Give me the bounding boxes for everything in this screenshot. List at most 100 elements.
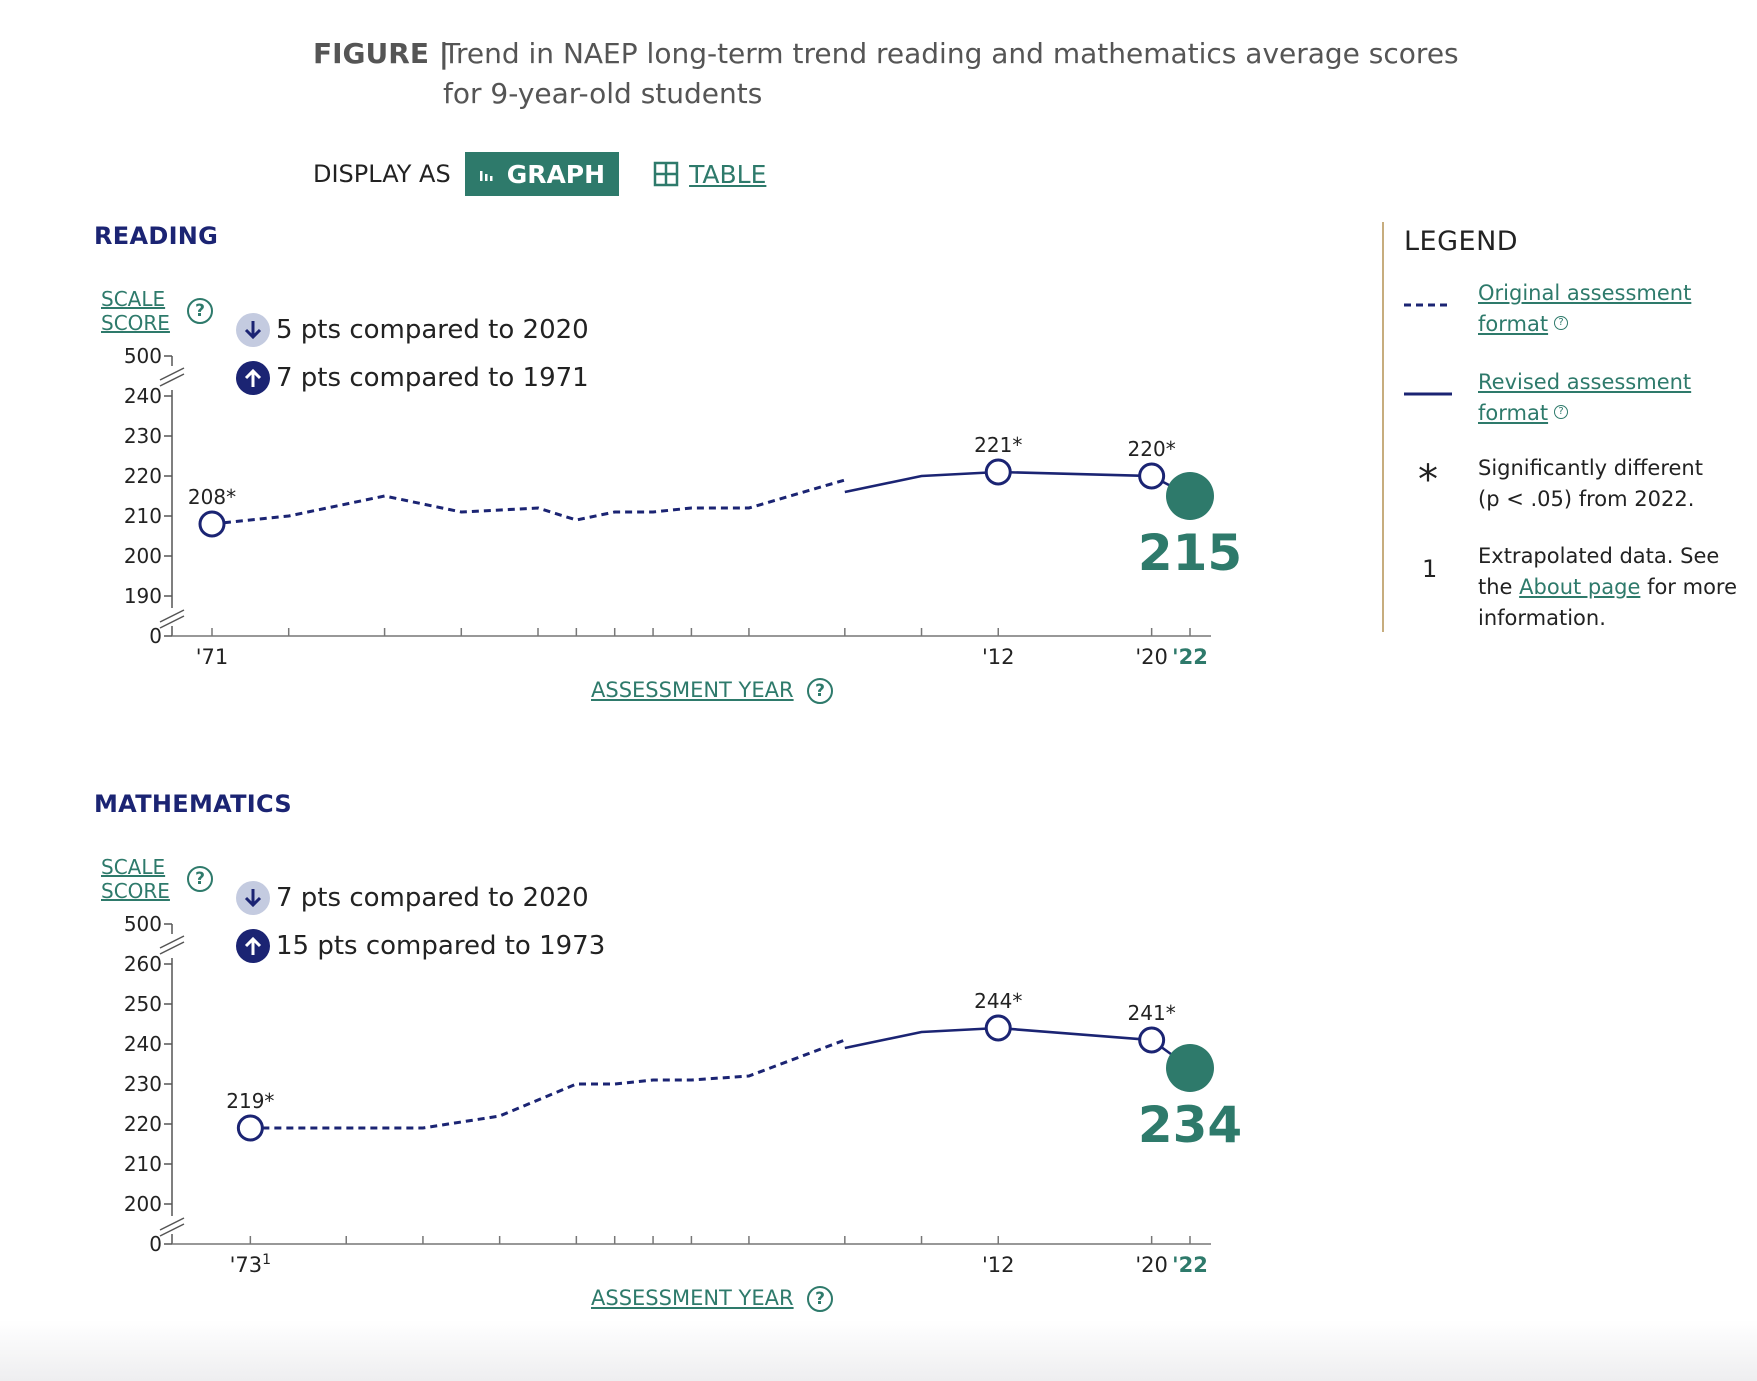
footnote-marker: 1 xyxy=(262,1252,271,1268)
axis-break-mark xyxy=(159,1217,185,1231)
data-label: 244* xyxy=(974,989,1022,1013)
y-tick-label: 500 xyxy=(124,344,162,368)
dashed-line-icon xyxy=(1404,303,1452,307)
reading-compare-base: 7 pts compared to 1971 xyxy=(236,360,589,396)
y-tick-label: 220 xyxy=(124,1112,162,1136)
figure-title-text: Trend in NAEP long-term trend reading an… xyxy=(443,37,1459,110)
y-tick-label: 250 xyxy=(124,992,162,1016)
axis-break-mark xyxy=(159,935,185,949)
y-tick-label: 190 xyxy=(124,584,162,608)
y-tick-label: 210 xyxy=(124,1152,162,1176)
up-arrow-icon xyxy=(236,929,270,963)
axis-break-mark xyxy=(159,1223,185,1237)
y-tick-label: 220 xyxy=(124,464,162,488)
figure-lead: FIGURE | xyxy=(313,37,449,70)
highlight-value: 215 xyxy=(1138,524,1242,582)
scale-label-line-1: SCALE xyxy=(101,287,166,311)
revised-format-line xyxy=(844,1026,1191,1070)
original-format-link[interactable]: Original assessment format xyxy=(1478,281,1692,336)
asterisk-icon: * xyxy=(1418,457,1438,503)
table-button[interactable]: TABLE xyxy=(653,160,766,189)
data-label: 208* xyxy=(188,485,236,509)
help-icon[interactable]: ? xyxy=(1554,405,1569,419)
y-tick-label: 260 xyxy=(124,952,162,976)
data-label: 241* xyxy=(1128,1001,1176,1025)
x-tick-label: '20 xyxy=(1135,1253,1168,1277)
math-title: MATHEMATICS xyxy=(94,790,292,818)
axis-break-mark xyxy=(159,609,185,623)
reading-title: READING xyxy=(94,222,219,250)
highlight-point xyxy=(1166,472,1214,520)
data-point xyxy=(984,458,1012,486)
down-arrow-icon xyxy=(236,881,270,915)
y-tick-label: 240 xyxy=(124,1032,162,1056)
scale-label-line-2: SCORE xyxy=(101,311,170,335)
x-tick-label: '731 xyxy=(230,1252,271,1277)
compare-text: 7 pts compared to 1971 xyxy=(276,363,589,393)
compare-text: 5 pts compared to 2020 xyxy=(276,315,589,345)
axis-break-mark xyxy=(159,941,185,955)
help-icon[interactable]: ? xyxy=(187,866,213,892)
table-button-label: TABLE xyxy=(689,159,767,189)
table-icon xyxy=(653,161,679,187)
data-point xyxy=(236,1114,264,1142)
x-tick-label: '22 xyxy=(1172,1253,1208,1277)
extrap-text-2: for more information. xyxy=(1478,575,1738,630)
legend-item-extrapolated: 1 Extrapolated data. See the About page … xyxy=(1404,541,1744,641)
page-footer-band xyxy=(0,1320,1757,1381)
math-compare-2020: 7 pts compared to 2020 xyxy=(236,880,589,916)
figure-title: FIGURE | Trend in NAEP long-term trend r… xyxy=(313,34,1493,114)
help-icon[interactable]: ? xyxy=(1554,316,1569,330)
scale-label-line-2: SCORE xyxy=(101,879,170,903)
up-arrow-icon xyxy=(236,361,270,395)
x-tick-label: '12 xyxy=(982,645,1015,669)
bar-chart-icon xyxy=(479,171,493,181)
about-page-link[interactable]: About page xyxy=(1519,575,1641,599)
x-tick-label: '71 xyxy=(196,645,229,669)
scale-label-line-1: SCALE xyxy=(101,855,166,879)
display-toggle: DISPLAY AS GRAPH TABLE xyxy=(313,152,766,196)
legend-title: LEGEND xyxy=(1404,226,1519,257)
reading-compare-2020: 5 pts compared to 2020 xyxy=(236,312,589,348)
highlight-value: 234 xyxy=(1138,1096,1242,1154)
y-tick-label: 230 xyxy=(124,1072,162,1096)
data-point xyxy=(1138,462,1166,490)
y-tick-label: 0 xyxy=(149,624,162,648)
axis-break-mark xyxy=(159,615,185,629)
axis-break-mark xyxy=(159,367,185,381)
original-format-line xyxy=(211,478,846,526)
data-point xyxy=(1138,1026,1166,1054)
reading-scale-score-link[interactable]: SCALE SCORE xyxy=(101,287,170,335)
reading-assessment-year-link[interactable]: ASSESSMENT YEAR xyxy=(591,678,794,702)
data-point xyxy=(198,510,226,538)
x-tick-label: '22 xyxy=(1172,645,1208,669)
data-point xyxy=(984,1014,1012,1042)
math-scale-score-link[interactable]: SCALE SCORE xyxy=(101,855,170,903)
math-assessment-year-link[interactable]: ASSESSMENT YEAR xyxy=(591,1286,794,1310)
compare-text: 7 pts compared to 2020 xyxy=(276,883,589,913)
help-icon[interactable]: ? xyxy=(187,298,213,324)
y-tick-label: 200 xyxy=(124,1192,162,1216)
help-icon[interactable]: ? xyxy=(807,678,833,704)
sig-text-2: (p < .05) from 2022. xyxy=(1478,487,1695,511)
axis-break-mark xyxy=(159,373,185,387)
reading-chart: 0 190 200 210 220 230 240 500 '71 '12 '20'22 208* 22… xyxy=(124,344,1242,669)
solid-line-icon xyxy=(1404,392,1452,396)
graph-button[interactable]: GRAPH xyxy=(464,152,620,196)
data-label: 220* xyxy=(1128,437,1176,461)
x-tick-label: '12 xyxy=(982,1253,1015,1277)
help-icon[interactable]: ? xyxy=(807,1286,833,1312)
y-tick-label: 210 xyxy=(124,504,162,528)
sig-text-1: Significantly different xyxy=(1478,456,1703,480)
down-arrow-icon xyxy=(236,313,270,347)
y-tick-label: 500 xyxy=(124,912,162,936)
superscript-one: 1 xyxy=(1422,555,1438,583)
data-label: 221* xyxy=(974,433,1022,457)
legend-item-revised: Revised assessment format? xyxy=(1404,367,1744,437)
compare-text: 15 pts compared to 1973 xyxy=(276,931,606,961)
math-compare-base: 15 pts compared to 1973 xyxy=(236,928,605,964)
revised-format-link[interactable]: Revised assessment format xyxy=(1478,370,1692,425)
data-label: 219* xyxy=(226,1089,274,1113)
legend-item-significance: * Significantly different (p < .05) from… xyxy=(1404,453,1744,523)
legend-item-original: Original assessment format? xyxy=(1404,278,1744,348)
